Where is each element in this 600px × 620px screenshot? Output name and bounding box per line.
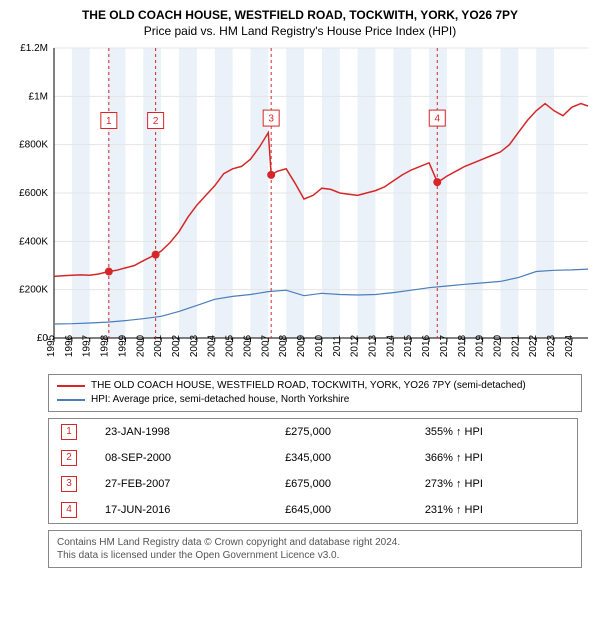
legend-swatch (57, 399, 85, 401)
x-tick-label: 2006 (242, 334, 253, 357)
sale-price: £275,000 (273, 419, 413, 445)
x-tick-label: 2002 (171, 334, 182, 357)
sale-date: 17-JUN-2016 (93, 497, 273, 523)
sale-marker-label: 4 (434, 114, 440, 125)
x-tick-label: 2011 (332, 335, 343, 357)
sale-delta: 366% ↑ HPI (413, 445, 577, 471)
legend: THE OLD COACH HOUSE, WESTFIELD ROAD, TOC… (48, 374, 582, 412)
legend-label: THE OLD COACH HOUSE, WESTFIELD ROAD, TOC… (91, 379, 526, 393)
table-row: 3 27-FEB-2007£675,000273% ↑ HPI (49, 471, 577, 497)
sale-marker-label: 2 (153, 116, 159, 127)
x-tick-label: 2019 (475, 334, 486, 357)
x-tick-label: 2023 (546, 334, 557, 357)
y-tick-label: £1M (29, 91, 48, 102)
legend-swatch (57, 385, 85, 387)
x-tick-label: 1995 (46, 334, 57, 357)
y-tick-label: £800K (19, 140, 48, 151)
legend-row: THE OLD COACH HOUSE, WESTFIELD ROAD, TOC… (57, 379, 573, 393)
x-tick-label: 2013 (367, 334, 378, 357)
x-tick-label: 2021 (510, 334, 521, 357)
table-row: 2 08-SEP-2000£345,000366% ↑ HPI (49, 445, 577, 471)
sale-marker-box: 1 (61, 424, 77, 440)
sale-marker-label: 1 (106, 116, 112, 127)
sales-table: 1 23-JAN-1998£275,000355% ↑ HPI 2 08-SEP-20… (48, 418, 578, 524)
x-tick-label: 2018 (457, 334, 468, 357)
x-tick-label: 2005 (225, 334, 236, 357)
x-tick-label: 2015 (403, 334, 414, 357)
x-tick-label: 2017 (439, 334, 450, 357)
sale-marker-label: 3 (268, 114, 274, 125)
x-tick-label: 2004 (207, 334, 218, 357)
title-line-2: Price paid vs. HM Land Registry's House … (8, 24, 592, 38)
sale-marker-box: 4 (61, 502, 77, 518)
sale-price: £645,000 (273, 497, 413, 523)
x-tick-label: 2014 (385, 334, 396, 357)
x-tick-label: 1996 (64, 334, 75, 357)
sale-marker-box: 2 (61, 450, 77, 466)
x-tick-label: 2022 (528, 334, 539, 357)
chart-area: £0£200K£400K£600K£800K£1M£1.2M1995199619… (8, 38, 592, 368)
footer-line-1: Contains HM Land Registry data © Crown c… (57, 536, 573, 549)
sale-date: 23-JAN-1998 (93, 419, 273, 445)
sale-price: £675,000 (273, 471, 413, 497)
x-tick-label: 2001 (153, 334, 164, 357)
x-tick-label: 2007 (260, 334, 271, 357)
sale-delta: 355% ↑ HPI (413, 419, 577, 445)
legend-label: HPI: Average price, semi-detached house,… (91, 393, 349, 407)
y-tick-label: £400K (19, 236, 48, 247)
x-tick-label: 2000 (135, 334, 146, 357)
y-tick-label: £200K (19, 285, 48, 296)
title-block: THE OLD COACH HOUSE, WESTFIELD ROAD, TOC… (8, 8, 592, 38)
sale-price: £345,000 (273, 445, 413, 471)
sale-date: 08-SEP-2000 (93, 445, 273, 471)
x-tick-label: 1999 (117, 334, 128, 357)
x-tick-label: 2012 (350, 334, 361, 357)
x-tick-label: 2020 (492, 334, 503, 357)
x-tick-label: 2003 (189, 334, 200, 357)
y-tick-label: £1.2M (20, 43, 48, 54)
sale-delta: 231% ↑ HPI (413, 497, 577, 523)
footer-line-2: This data is licensed under the Open Gov… (57, 549, 573, 562)
footer-attribution: Contains HM Land Registry data © Crown c… (48, 530, 582, 568)
title-line-1: THE OLD COACH HOUSE, WESTFIELD ROAD, TOC… (8, 8, 592, 22)
price-chart: £0£200K£400K£600K£800K£1M£1.2M1995199619… (8, 38, 592, 368)
table-row: 4 17-JUN-2016£645,000231% ↑ HPI (49, 497, 577, 523)
x-tick-label: 2024 (564, 334, 575, 357)
sale-date: 27-FEB-2007 (93, 471, 273, 497)
x-tick-label: 2016 (421, 334, 432, 357)
legend-row: HPI: Average price, semi-detached house,… (57, 393, 573, 407)
sale-delta: 273% ↑ HPI (413, 471, 577, 497)
x-tick-label: 2008 (278, 334, 289, 357)
x-tick-label: 2010 (314, 334, 325, 357)
x-tick-label: 2009 (296, 334, 307, 357)
x-tick-label: 1997 (82, 334, 93, 357)
sale-marker-box: 3 (61, 476, 77, 492)
table-row: 1 23-JAN-1998£275,000355% ↑ HPI (49, 419, 577, 445)
y-tick-label: £600K (19, 188, 48, 199)
